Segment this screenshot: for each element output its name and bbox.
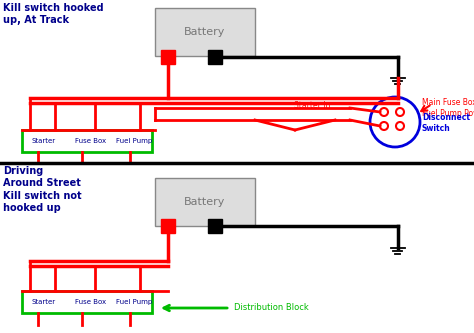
Text: Fuel Pump: Fuel Pump (116, 299, 152, 305)
Bar (22, 291, 152, 313)
Text: Battery: Battery (184, 27, 226, 37)
Bar (161, 219, 175, 233)
Bar (208, 219, 222, 233)
Text: Starter: Starter (32, 138, 56, 144)
Text: Starter In: Starter In (293, 101, 330, 110)
Text: Fuse Box: Fuse Box (75, 138, 106, 144)
Text: Disconnect
Switch: Disconnect Switch (422, 113, 470, 133)
Bar (208, 50, 222, 64)
Text: Main Fuse Box and
Fuel Pump Power: Main Fuse Box and Fuel Pump Power (422, 98, 474, 118)
Bar (22, 130, 152, 152)
Text: Kill switch hooked
up, At Track: Kill switch hooked up, At Track (3, 3, 104, 25)
Text: Fuse Box: Fuse Box (75, 299, 106, 305)
Text: Fuel Pump: Fuel Pump (116, 138, 152, 144)
Text: Battery: Battery (184, 197, 226, 207)
Text: Starter: Starter (32, 299, 56, 305)
Text: Distribution Block: Distribution Block (234, 303, 309, 312)
Bar (155, 178, 255, 226)
Text: Driving
Around Street
Kill switch not
hooked up: Driving Around Street Kill switch not ho… (3, 166, 82, 213)
Bar (155, 8, 255, 56)
Bar (161, 50, 175, 64)
